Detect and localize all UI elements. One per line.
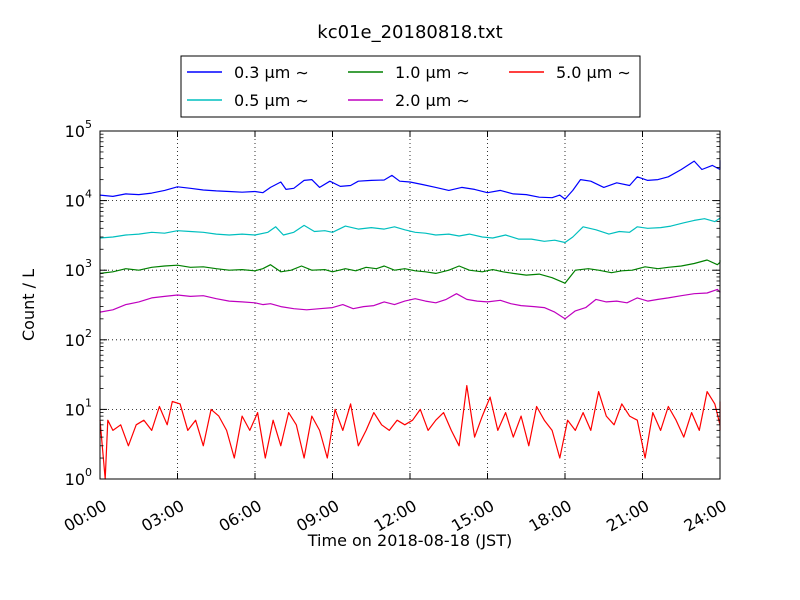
y-tick-label: 101 — [65, 396, 92, 419]
y-tick-label: 103 — [65, 257, 92, 280]
y-axis-label: Count / L — [19, 269, 38, 341]
y-tick-label: 104 — [65, 188, 92, 211]
x-tick-label: 00:00 — [61, 496, 110, 536]
x-tick-label: 12:00 — [371, 496, 420, 536]
x-tick-label: 21:00 — [603, 496, 652, 536]
x-tick-label: 24:00 — [681, 496, 730, 536]
y-tick-label: 105 — [65, 118, 92, 141]
series-line-4 — [99, 385, 721, 480]
x-tick-label: 03:00 — [138, 496, 187, 536]
x-axis-label: Time on 2018-08-18 (JST) — [307, 531, 512, 550]
legend-label-0: 0.3 μm ∼ — [234, 63, 309, 82]
axis-ticks — [99, 130, 721, 480]
series-line-0 — [99, 160, 721, 200]
legend-label-4: 5.0 μm ∼ — [556, 63, 631, 82]
x-tick-label: 09:00 — [293, 496, 342, 536]
series-line-1 — [99, 217, 721, 244]
x-tick-label: 06:00 — [216, 496, 265, 536]
y-tick-label: 100 — [65, 466, 92, 489]
chart-title: kc01e_20180818.txt — [317, 22, 502, 43]
series-layer — [99, 160, 721, 480]
grid-lines — [100, 131, 720, 479]
legend-label-1: 0.5 μm ∼ — [234, 91, 309, 110]
series-line-2 — [99, 259, 721, 284]
legend-label-2: 1.0 μm ∼ — [395, 63, 470, 82]
legend-frame — [180, 55, 641, 118]
legend-label-3: 2.0 μm ∼ — [395, 91, 470, 110]
series-line-3 — [99, 288, 721, 320]
x-tick-label: 18:00 — [526, 496, 575, 536]
y-tick-label: 102 — [65, 327, 92, 350]
legend-items: 0.3 μm ∼ 0.5 μm ∼ 1.0 μm ∼ 2.0 μm ∼ 5.0 μm ∼ — [187, 63, 631, 110]
legend: 0.3 μm ∼ 0.5 μm ∼ 1.0 μm ∼ 2.0 μm ∼ 5.0 μm ∼ — [180, 55, 641, 118]
x-tick-label: 15:00 — [448, 496, 497, 536]
plot-area — [99, 130, 721, 480]
